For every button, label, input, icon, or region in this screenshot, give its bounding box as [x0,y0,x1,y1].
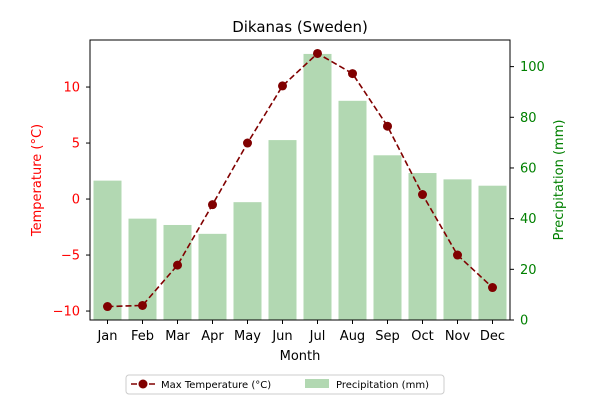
temperature-line [103,48,497,312]
right-y-axis: 0 20 40 60 80 100 [510,60,545,329]
left-y-axis: −10 −5 0 5 10 [53,81,90,320]
precipitation-bar [163,224,192,320]
x-tick-label: Jun [271,329,292,344]
right-y-tick-label: 60 [520,161,537,176]
temperature-point [453,250,462,260]
temperature-point [383,121,392,131]
precipitation-bar [233,202,262,320]
legend-label-precipitation: Precipitation (mm) [336,380,429,391]
legend-label-temperature: Max Temperature (°C) [161,380,271,391]
left-y-axis-label: Temperature (°C) [30,124,45,237]
x-axis-label: Month [280,349,321,364]
precipitation-bar [443,179,472,320]
right-y-tick-label: 20 [520,263,537,278]
precipitation-bar [478,185,507,320]
precipitation-bar [303,53,332,321]
temperature-point [313,48,322,58]
temperature-point [173,260,182,270]
x-tick-label: Feb [131,329,154,344]
left-y-tick-label: 0 [72,193,80,208]
legend-bar-swatch [305,379,329,388]
x-tick-label: Sep [375,329,400,344]
temperature-point [243,138,252,148]
temperature-point [103,302,112,312]
x-tick-label: Jul [309,329,326,344]
x-tick-label: Apr [201,329,224,344]
temperature-point [348,69,357,79]
temperature-point [208,200,217,210]
right-y-tick-label: 80 [520,111,537,126]
legend-marker-swatch [138,379,148,389]
left-y-tick-label: 10 [63,81,80,96]
temperature-point [418,190,427,200]
temperature-point [488,283,497,293]
temperature-point [278,81,287,91]
temperature-point [138,300,147,310]
left-y-tick-label: 5 [72,137,80,152]
left-y-tick-label: −10 [53,305,80,320]
legend-box [125,374,445,395]
precipitation-bar [373,155,402,320]
x-tick-label: Dec [480,329,505,344]
x-axis: Jan Feb Mar Apr May Jun Jul Aug Sep Oct Nov Dec [96,320,505,344]
right-y-tick-label: 0 [520,314,528,329]
x-tick-label: May [234,329,261,344]
chart-title: Dikanas (Sweden) [232,18,368,36]
plot-frame [89,39,511,321]
precipitation-bar [338,100,367,320]
x-tick-label: Aug [340,329,365,344]
left-y-tick-label: −5 [61,249,80,264]
precipitation-bar [198,233,227,320]
precipitation-bar [268,140,297,320]
x-tick-label: Oct [411,329,433,344]
right-y-axis-label: Precipitation (mm) [552,120,567,241]
right-y-tick-label: 100 [520,60,545,75]
x-tick-label: Jan [96,329,117,344]
x-tick-label: Mar [165,329,190,344]
temperature-line-path [107,52,494,308]
legend: Max Temperature (°C) Precipitation (mm) [125,374,445,395]
x-tick-label: Nov [445,329,471,344]
right-y-tick-label: 40 [520,212,537,227]
precipitation-bars [93,53,507,321]
precipitation-bar [93,180,122,320]
